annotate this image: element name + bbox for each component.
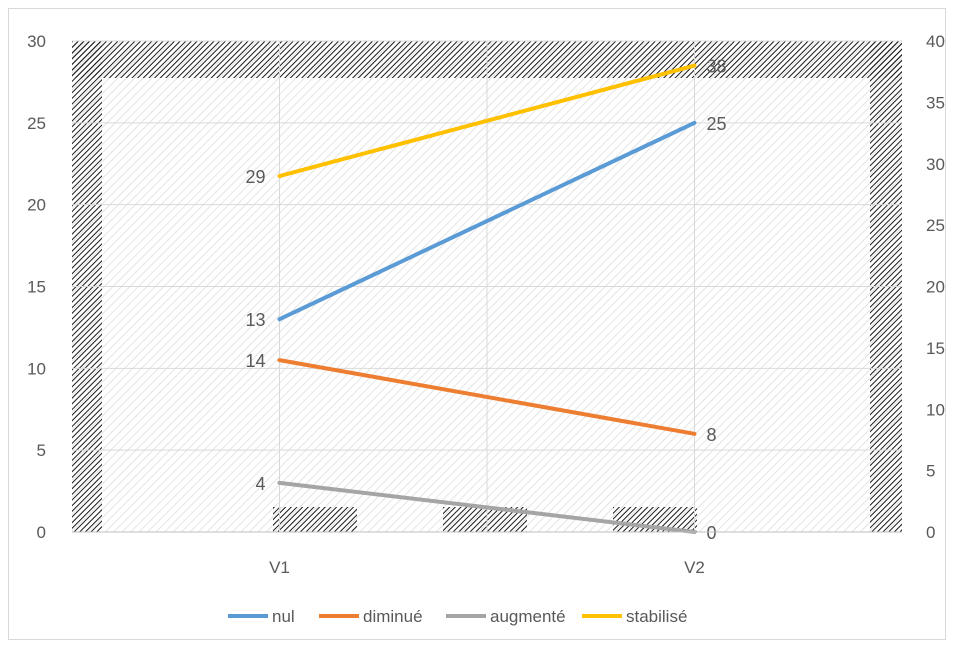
y-left-tick-label: 10 [27,359,46,378]
x-tick-label: V1 [269,558,290,577]
data-label: 4 [255,474,265,494]
data-label: 25 [707,114,727,134]
data-label: 29 [245,167,265,187]
y-right-tick-label: 35 [926,93,945,112]
y-left-tick-label: 5 [37,441,46,460]
data-label: 0 [707,523,717,543]
legend-label: diminué [363,607,423,626]
legend-label: stabilisé [626,607,687,626]
data-label: 38 [707,57,727,77]
y-left-tick-label: 0 [37,523,46,542]
series-line-0 [277,120,697,322]
data-label: 8 [707,425,717,445]
y-right-tick-label: 30 [926,155,945,174]
y-right-tick-label: 20 [926,278,945,297]
y-left-tick-label: 15 [27,278,46,297]
y-right-tick-label: 5 [926,462,935,481]
legend-label: nul [272,607,295,626]
series-line-1 [277,358,697,436]
y-left-tick-label: 30 [27,32,46,51]
data-label: 13 [245,310,265,330]
data-label: 14 [245,351,265,371]
y-left-tick-label: 25 [27,114,46,133]
y-right-tick-label: 40 [926,32,945,51]
y-right-tick-label: 0 [926,523,935,542]
y-right-tick-label: 25 [926,216,945,235]
y-right-tick-label: 10 [926,400,945,419]
x-tick-label: V2 [684,558,705,577]
y-right-tick-label: 15 [926,339,945,358]
series-line-2 [277,480,697,534]
series-line-3 [277,63,697,179]
legend-label: augmenté [490,607,566,626]
hatch-block-1 [273,507,357,532]
y-left-tick-label: 20 [27,196,46,215]
